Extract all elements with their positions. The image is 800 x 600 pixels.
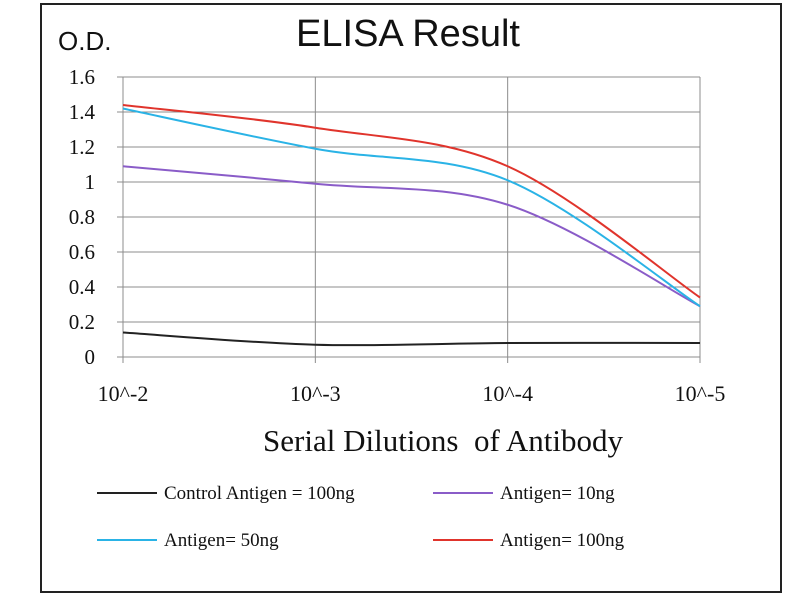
x-tick-label: 10^-4 (482, 381, 533, 406)
y-axis-label: O.D. (58, 26, 111, 56)
series-line-3 (122, 107, 701, 308)
series-line-1 (122, 331, 701, 347)
x-tick-label: 10^-3 (290, 381, 341, 406)
y-tick-label: 0 (85, 345, 96, 369)
chart-frame (40, 3, 782, 593)
y-tick-label: 0.2 (69, 310, 95, 334)
y-tick-labels: 0 0.2 0.4 0.6 0.8 1 1.2 1.4 1.6 (69, 65, 96, 369)
y-tick-label: 0.8 (69, 205, 95, 229)
legend-label-1: Control Antigen = 100ng (164, 483, 355, 504)
grid-lines (123, 76, 701, 357)
y-tick-label: 1.2 (69, 135, 95, 159)
y-tick-label: 1.4 (69, 100, 96, 124)
series-line-4 (122, 104, 701, 299)
x-tick-label: 10^-2 (98, 381, 149, 406)
x-tick-label: 10^-5 (675, 381, 726, 406)
x-axis-label: Serial Dilutions of Antibody (263, 423, 623, 458)
series-line-2 (122, 165, 701, 308)
x-tick-labels: 10^-2 10^-3 10^-4 10^-5 (98, 381, 726, 406)
y-tick-label: 1 (85, 170, 96, 194)
legend-label-3: Antigen= 50ng (164, 530, 279, 551)
y-tick-label: 0.6 (69, 240, 95, 264)
y-tick-label: 1.6 (69, 65, 95, 89)
chart-title: ELISA Result (296, 13, 520, 55)
legend: Control Antigen = 100ng Antigen= 10ng Anti… (97, 483, 625, 551)
legend-label-2: Antigen= 10ng (500, 483, 615, 504)
series-lines (122, 104, 701, 347)
axes (117, 76, 701, 363)
y-tick-label: 0.4 (69, 275, 96, 299)
legend-label-4: Antigen= 100ng (500, 530, 625, 551)
